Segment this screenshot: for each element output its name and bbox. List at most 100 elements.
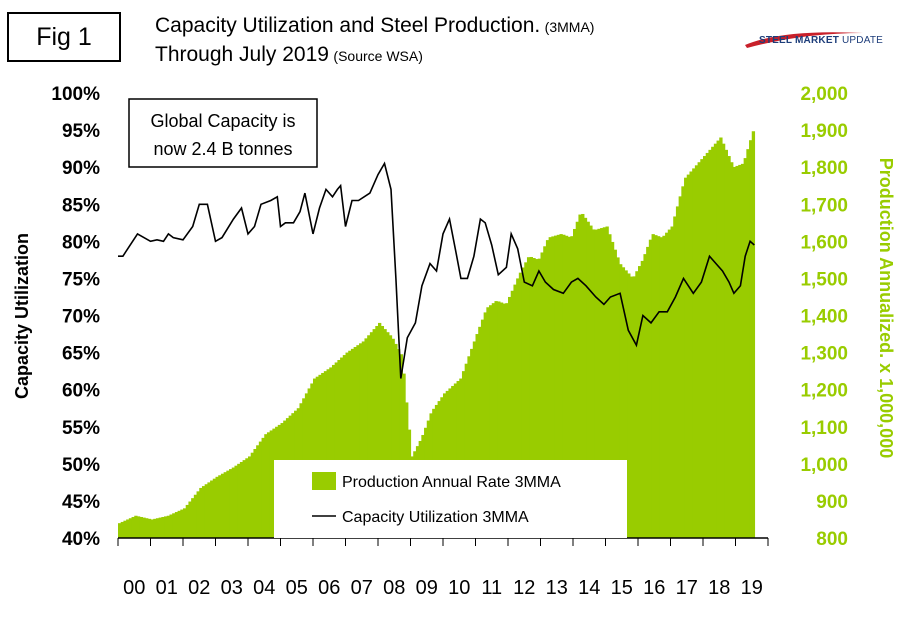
- production-bar: [475, 334, 479, 538]
- production-bar: [740, 163, 745, 538]
- production-bar: [256, 445, 260, 538]
- production-bar: [727, 156, 731, 539]
- production-bar: [172, 513, 176, 538]
- production-bar: [724, 149, 728, 539]
- production-bar: [223, 472, 227, 538]
- production-bar: [537, 258, 542, 538]
- y-tick-label-right: 1,100: [800, 418, 848, 439]
- production-bar: [675, 206, 680, 538]
- production-bar: [342, 355, 347, 538]
- title-line1-small: (3MMA): [544, 19, 595, 35]
- production-bar: [716, 140, 720, 538]
- production-bar: [551, 236, 555, 538]
- production-bar: [201, 486, 206, 538]
- production-bar: [499, 302, 504, 538]
- y-tick-label-left: 85%: [62, 195, 100, 216]
- production-bar: [627, 273, 631, 538]
- production-bar: [621, 267, 626, 538]
- x-tick-label: 14: [578, 577, 600, 599]
- y-tick-label-left: 65%: [62, 344, 100, 365]
- y-tick-label-right: 1,300: [800, 344, 848, 365]
- y-tick-label-left: 70%: [62, 307, 100, 328]
- production-bar: [375, 326, 379, 538]
- production-bar: [139, 516, 143, 538]
- production-bar: [670, 226, 674, 538]
- production-bar: [331, 364, 336, 538]
- production-bar: [689, 171, 693, 539]
- production-bar: [619, 264, 623, 538]
- production-bar: [348, 350, 352, 538]
- title-line1-main: Capacity Utilization and Steel Productio…: [155, 14, 541, 37]
- production-bar: [204, 484, 208, 538]
- production-bar: [185, 504, 190, 538]
- y-tick-label-left: 100%: [51, 84, 100, 105]
- production-bar: [369, 332, 374, 538]
- y-axis-label-right: Production Annualized. x 1,000,000: [876, 158, 896, 458]
- y-tick-label-right: 800: [816, 529, 848, 550]
- production-bar: [158, 517, 162, 538]
- production-bar: [562, 234, 566, 539]
- y-tick-label-right: 1,900: [800, 121, 848, 142]
- x-tick-label: 01: [156, 577, 178, 599]
- production-bar: [380, 326, 385, 538]
- production-bar: [497, 301, 501, 538]
- production-bar: [535, 259, 539, 538]
- production-bar: [126, 519, 130, 538]
- legend-label-utilization: Capacity Utilization 3MMA: [342, 509, 529, 526]
- production-bar: [662, 235, 666, 538]
- production-bar: [120, 521, 125, 538]
- legend-label-production: Production Annual Rate 3MMA: [342, 474, 561, 491]
- x-tick-label: 15: [611, 577, 633, 599]
- production-bar: [586, 221, 590, 538]
- brand-text: STEEL MARKET UPDATE: [759, 35, 883, 46]
- production-bar: [708, 149, 712, 539]
- production-bar: [697, 162, 701, 538]
- production-bar: [183, 508, 187, 538]
- production-bar: [142, 517, 146, 538]
- production-bar: [705, 152, 710, 538]
- production-bar: [323, 371, 328, 538]
- production-bar: [491, 303, 496, 538]
- production-bar: [478, 326, 482, 538]
- production-bar: [456, 381, 460, 538]
- x-tick-label: 07: [351, 577, 373, 599]
- production-bar: [145, 518, 149, 538]
- production-bar: [543, 246, 547, 538]
- x-axis: 00 01 02 03 04 05 06 07 08 09 10 11 12 13 14 15 16 17 18 19: [117, 538, 769, 599]
- production-bar: [605, 226, 609, 538]
- production-bar: [516, 278, 520, 538]
- production-bar: [656, 236, 661, 538]
- production-bar: [118, 523, 122, 538]
- y-tick-label-right: 2,000: [800, 84, 848, 105]
- production-bar: [353, 347, 357, 538]
- production-bar: [188, 501, 192, 538]
- production-bar: [258, 441, 263, 538]
- production-bar: [597, 228, 601, 538]
- x-tick-label: 11: [481, 577, 502, 599]
- production-bar: [239, 461, 244, 538]
- x-tick-label: 18: [708, 577, 730, 599]
- production-bar: [253, 449, 257, 538]
- production-bar: [521, 267, 525, 538]
- production-bar: [540, 252, 544, 538]
- production-bar: [394, 343, 398, 538]
- utilization-line: [118, 161, 755, 379]
- production-bar: [694, 165, 699, 538]
- production-bar: [459, 378, 463, 538]
- production-bar: [359, 343, 363, 538]
- x-tick-label: 02: [188, 577, 210, 599]
- production-bar: [532, 258, 536, 538]
- title-line2-small: (Source WSA): [333, 48, 423, 64]
- production-bar: [161, 516, 165, 538]
- right-axis: 800 900 1,000 1,100 1,200 1,300 1,400 1,500 1,60…: [800, 84, 848, 550]
- production-bar: [578, 214, 582, 539]
- production-bar: [180, 509, 184, 538]
- production-bar: [713, 143, 718, 538]
- production-bar: [564, 235, 569, 538]
- production-bar: [589, 225, 593, 538]
- x-tick-label: 13: [546, 577, 568, 599]
- legend-swatch-production: [312, 472, 336, 490]
- production-bar: [150, 519, 154, 538]
- production-bar: [567, 236, 571, 539]
- production-bar: [684, 177, 688, 539]
